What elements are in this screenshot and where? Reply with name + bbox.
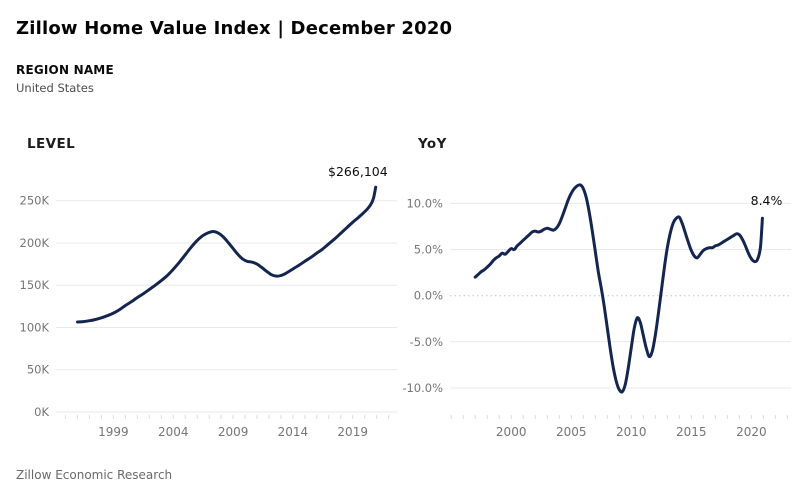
x-tick-label: 2019 xyxy=(337,425,368,439)
annotation-label: 8.4% xyxy=(751,193,783,208)
x-tick-label: 2010 xyxy=(616,425,647,439)
level-chart-panel: LEVEL 0K 50K 100K 150K 200K 250K 1999 2004 2009 2… xyxy=(8,130,403,450)
y-tick-label: 10.0% xyxy=(406,196,443,210)
yoy-chart: -10.0% -5.0% 0.0% 5.0% 10.0% 2000 2005 2010 2015… xyxy=(402,160,797,460)
footer-credit: Zillow Economic Research xyxy=(16,468,173,482)
x-tick-label: 2005 xyxy=(556,425,587,439)
y-tick-label: -10.0% xyxy=(402,381,443,395)
level-chart: 0K 50K 100K 150K 200K 250K 1999 2004 2009 2014 201… xyxy=(8,160,403,460)
x-tick-label: 2015 xyxy=(676,425,707,439)
page-title: Zillow Home Value Index | December 2020 xyxy=(16,18,453,39)
y-tick-label: 250K xyxy=(20,194,50,208)
region-name-label: REGION NAME xyxy=(16,63,114,77)
yoy-chart-title: YoY xyxy=(418,136,447,152)
y-tick-label: 0K xyxy=(34,405,49,419)
x-tick-label: 2020 xyxy=(736,425,767,439)
series-line xyxy=(473,183,764,394)
y-tick-label: 0.0% xyxy=(414,289,443,303)
annotation-label: $266,104 xyxy=(328,164,388,179)
x-tick-label: 2004 xyxy=(158,425,189,439)
yoy-chart-svg: -10.0% -5.0% 0.0% 5.0% 10.0% 2000 2005 2010 2015… xyxy=(402,183,791,439)
level-chart-svg: 0K 50K 100K 150K 200K 250K 1999 2004 2009 2014 201… xyxy=(20,164,397,439)
y-tick-label: 50K xyxy=(27,363,50,377)
x-tick-label: 2009 xyxy=(218,425,249,439)
y-tick-label: -5.0% xyxy=(410,335,443,349)
y-tick-label: 5.0% xyxy=(414,243,443,257)
yoy-chart-panel: YoY -10.0% -5.0% 0.0% 5.0% 10.0% 2000 2005 2010… xyxy=(402,130,797,450)
x-tick-label: 2014 xyxy=(278,425,309,439)
y-tick-label: 150K xyxy=(20,278,50,292)
x-tick-label: 2000 xyxy=(496,425,527,439)
x-tick-label: 1999 xyxy=(98,425,129,439)
region-name-value: United States xyxy=(16,81,94,95)
y-tick-label: 100K xyxy=(20,321,50,335)
series-line xyxy=(76,185,378,324)
y-tick-label: 200K xyxy=(20,236,50,250)
level-chart-title: LEVEL xyxy=(27,136,76,152)
